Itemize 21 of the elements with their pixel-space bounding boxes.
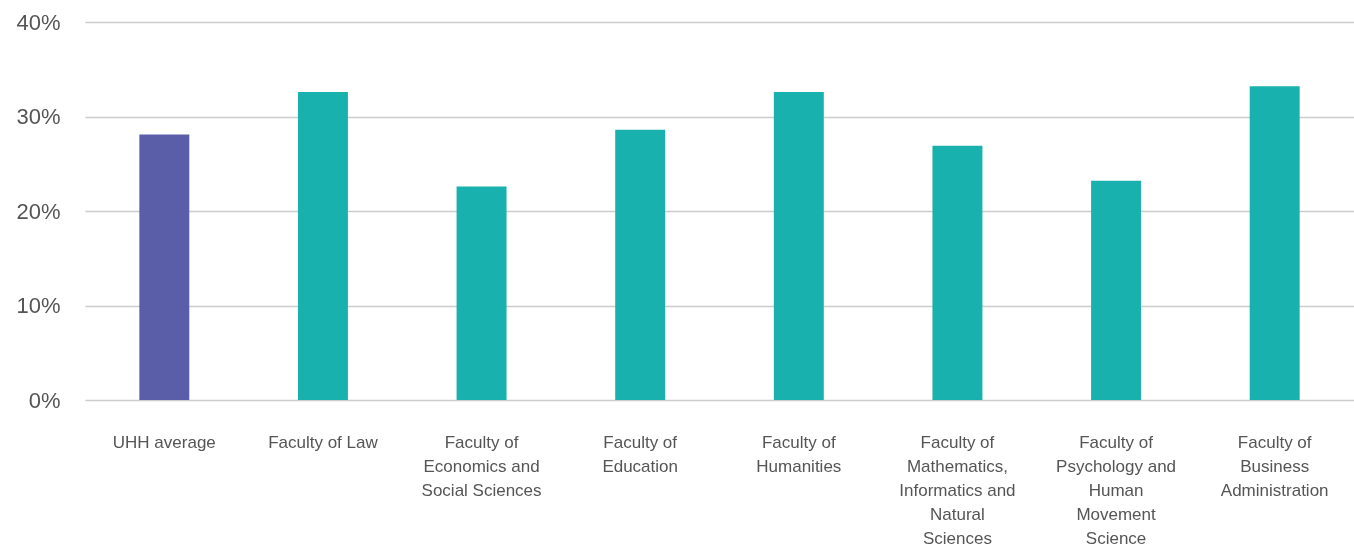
bar [773, 91, 824, 400]
x-tick-label: Faculty of Law [268, 432, 379, 452]
y-tick-label: 40% [16, 9, 61, 35]
bar [932, 145, 983, 400]
y-tick-label: 10% [16, 293, 61, 318]
bar [1091, 180, 1142, 400]
x-tick-label: Faculty of Mathematics, Informatics and Natural Sciences [899, 432, 1016, 546]
bar [1249, 86, 1300, 400]
y-tick-label: 20% [16, 198, 61, 224]
bar [615, 129, 666, 400]
x-tick-label: Faculty of Psychology and Human Movement Science [1056, 432, 1177, 546]
y-tick-label: 30% [16, 104, 61, 129]
x-tick-label: Faculty of Economics and Social Sciences [421, 432, 542, 500]
x-tick-label: Faculty of Education [602, 432, 678, 476]
y-tick-label: 0% [28, 387, 61, 413]
bar [139, 134, 190, 400]
bar [297, 91, 348, 400]
x-tick-label: Faculty of Business Administration [1220, 432, 1329, 500]
bar [456, 186, 507, 400]
x-tick-label: Faculty of Humanities [756, 432, 842, 476]
x-tick-label: UHH average [112, 432, 216, 452]
